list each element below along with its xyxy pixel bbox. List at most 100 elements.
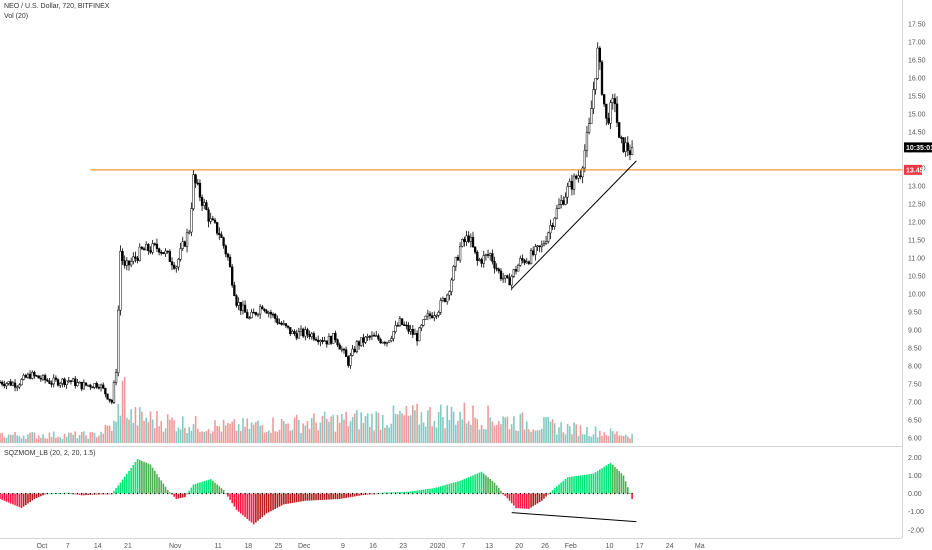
- squeeze-dot: [287, 492, 289, 495]
- candle-body: [372, 334, 376, 337]
- candle-body: [349, 355, 352, 366]
- volume-bar: [289, 430, 292, 443]
- volume-bar: [317, 430, 319, 443]
- squeeze-dot: [128, 492, 130, 495]
- momentum-bar: [158, 477, 160, 494]
- momentum-bar: [571, 476, 573, 494]
- squeeze-dot: [407, 492, 410, 495]
- squeeze-dot: [386, 492, 388, 495]
- momentum-bar: [65, 492, 68, 494]
- candle-body: [317, 339, 320, 343]
- divergence-line: [511, 512, 637, 523]
- volume-bar: [549, 421, 552, 443]
- time-tick-label: 9: [341, 543, 345, 550]
- momentum-bar: [407, 491, 410, 494]
- time-tick-label: 26: [541, 543, 549, 550]
- squeeze-dot: [545, 492, 547, 495]
- momentum-bar: [515, 493, 517, 509]
- volume-bar: [560, 422, 562, 443]
- candle-body: [501, 277, 505, 280]
- candle-body: [269, 312, 273, 315]
- volume-bar: [209, 433, 212, 443]
- volume-bar: [624, 434, 627, 443]
- volume-bar: [3, 437, 6, 443]
- momentum-bar: [541, 493, 543, 501]
- momentum-pane[interactable]: [0, 459, 637, 525]
- volume-bar: [358, 429, 360, 443]
- momentum-bar: [592, 473, 595, 494]
- last-price-time: 10:35:01: [906, 145, 932, 152]
- symbol-legend: NEO / U.S. Dollar, 720, BITFINEX: [4, 3, 110, 10]
- momentum-bar: [61, 492, 64, 494]
- volume-bar: [405, 405, 408, 443]
- volume-bar: [72, 434, 74, 443]
- momentum-bar: [444, 485, 446, 494]
- volume-bar: [495, 424, 498, 443]
- momentum-bar: [42, 493, 44, 496]
- volume-bar: [416, 403, 418, 443]
- volume-bar: [396, 414, 399, 443]
- momentum-bar: [523, 493, 526, 509]
- price-pane[interactable]: [0, 42, 902, 405]
- squeeze-dot: [506, 492, 509, 495]
- candle-body: [207, 209, 210, 222]
- momentum-bar: [78, 493, 81, 495]
- volume-bar: [224, 425, 227, 443]
- volume-bar: [631, 433, 633, 443]
- squeeze-dot: [42, 492, 44, 495]
- candle-body: [480, 259, 483, 264]
- volume-bar: [227, 422, 229, 443]
- volume-bar: [7, 434, 10, 443]
- volume-bar: [343, 419, 345, 443]
- momentum-bar: [319, 493, 322, 500]
- candle-body: [441, 298, 445, 301]
- squeeze-dot: [283, 492, 285, 495]
- volume-bar: [300, 432, 302, 443]
- momentum-bar: [136, 459, 139, 494]
- candle-body: [218, 233, 221, 235]
- candle-body: [65, 380, 68, 385]
- squeeze-dot: [231, 492, 233, 495]
- volume-bar: [532, 429, 534, 443]
- volume-bar: [547, 417, 550, 443]
- volume-bar: [474, 417, 476, 443]
- candle-body: [536, 245, 539, 248]
- candle-body: [600, 61, 604, 95]
- volume-bar: [381, 414, 384, 443]
- squeeze-dot: [227, 492, 229, 495]
- candle-body: [570, 181, 574, 190]
- momentum-bar: [459, 480, 461, 494]
- momentum-bar: [186, 493, 188, 495]
- candle-body: [403, 324, 406, 326]
- momentum-bar: [229, 493, 231, 500]
- squeeze-dot: [536, 492, 539, 495]
- volume-bar: [265, 432, 268, 443]
- squeeze-dot: [351, 492, 354, 495]
- candle-body: [618, 122, 621, 138]
- squeeze-dot: [592, 492, 595, 495]
- candle-body: [278, 322, 281, 325]
- momentum-bar: [18, 493, 21, 508]
- squeeze-dot: [68, 492, 70, 495]
- momentum-bar: [418, 490, 421, 494]
- volume-bar: [523, 429, 526, 443]
- volume-bar: [319, 422, 322, 443]
- volume-bar: [558, 427, 560, 443]
- candle-body: [200, 197, 204, 206]
- momentum-bar: [91, 493, 94, 495]
- candle-body: [112, 382, 116, 403]
- momentum-bar: [240, 493, 242, 514]
- momentum-bar: [289, 493, 292, 504]
- volume-bar: [48, 432, 51, 443]
- volume-bar: [141, 411, 143, 443]
- candle-body: [74, 378, 77, 387]
- momentum-bar: [283, 493, 285, 505]
- volume-bar: [442, 417, 444, 443]
- volume-pane[interactable]: [0, 377, 633, 443]
- volume-bar: [388, 427, 390, 443]
- level-price-label: 13.45: [906, 167, 924, 174]
- momentum-bar: [579, 475, 582, 494]
- candle-body: [248, 317, 251, 320]
- volume-bar: [607, 435, 610, 443]
